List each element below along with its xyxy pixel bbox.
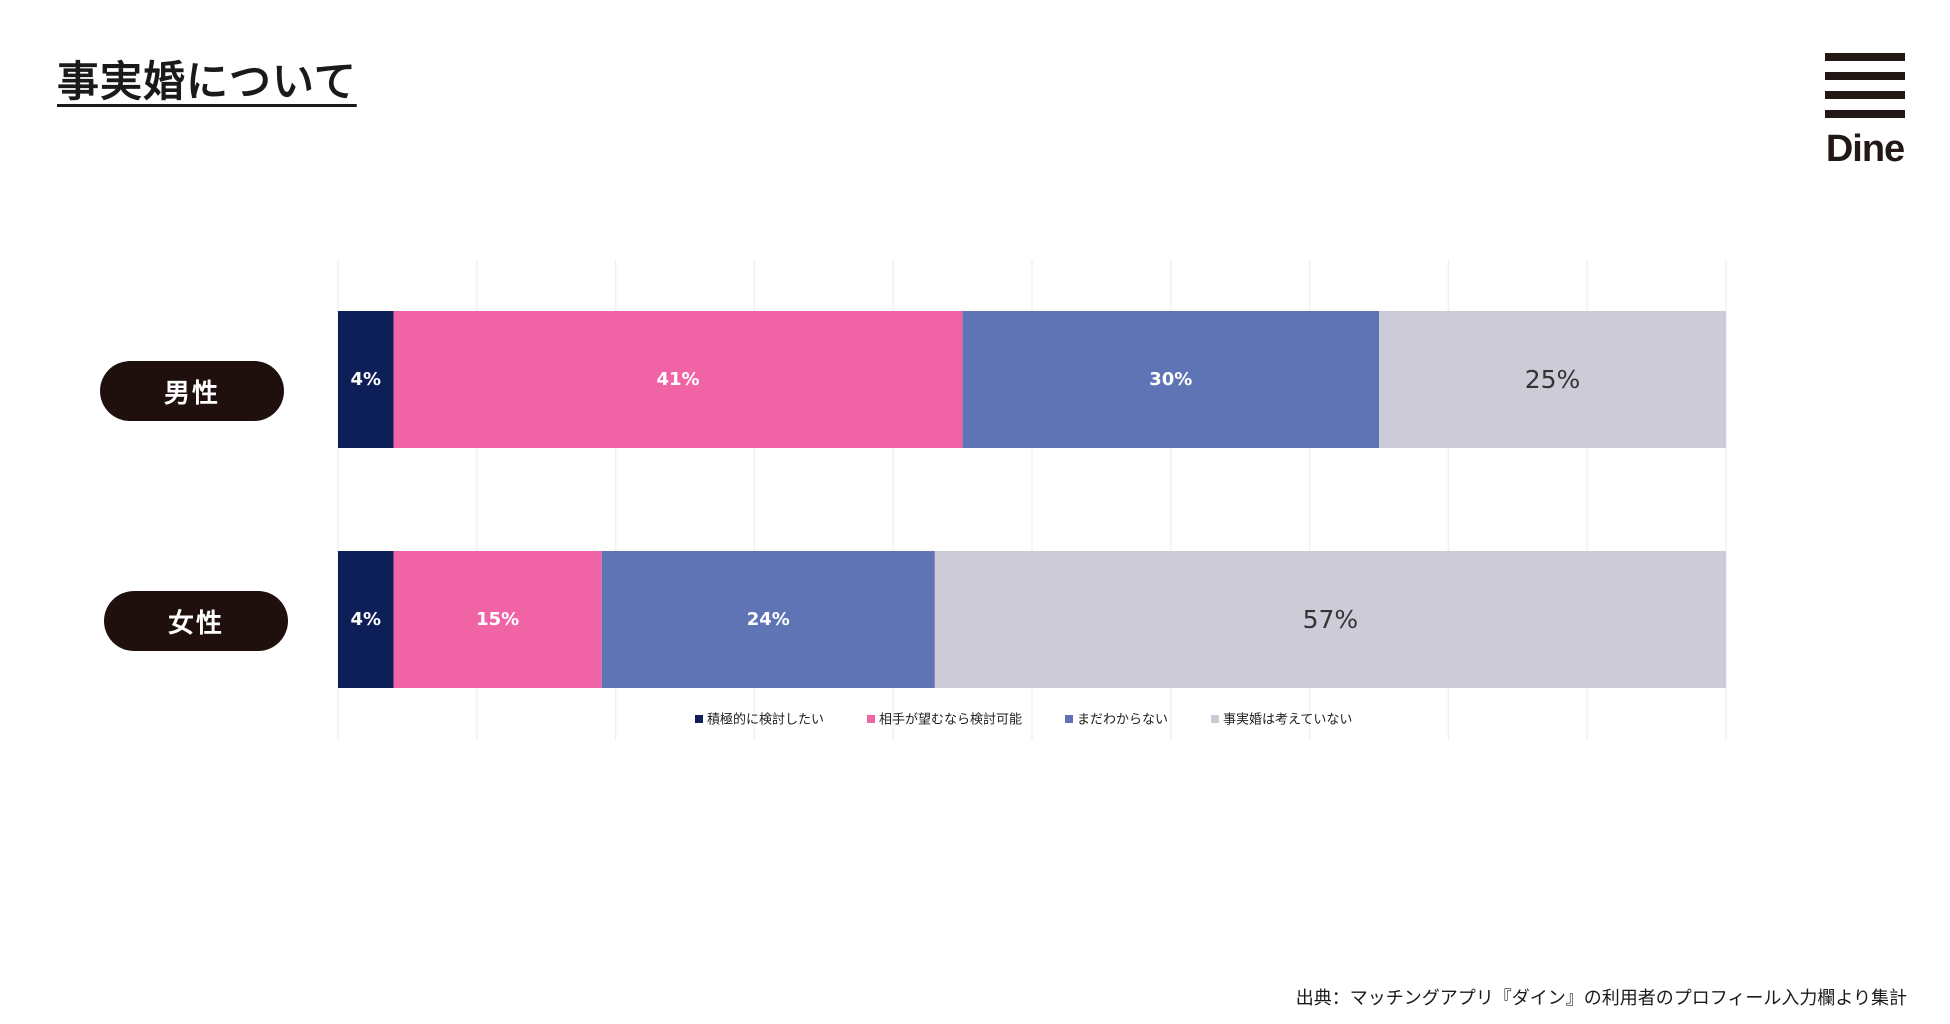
bar-segment bbox=[601, 551, 935, 688]
legend-label: 事実婚は考えていない bbox=[1223, 712, 1352, 728]
data-label: 4% bbox=[350, 609, 381, 630]
bar-segment bbox=[393, 551, 602, 688]
legend-label: まだわからない bbox=[1077, 713, 1168, 728]
data-label: 57% bbox=[1303, 605, 1359, 634]
legend-swatch bbox=[695, 715, 703, 723]
data-label: 30% bbox=[1149, 369, 1192, 390]
data-label: 4% bbox=[350, 369, 381, 390]
data-label: 24% bbox=[747, 609, 790, 630]
legend-swatch bbox=[1065, 715, 1073, 723]
data-label: 41% bbox=[657, 369, 700, 390]
logo-bar bbox=[1825, 72, 1905, 80]
logo-bar bbox=[1825, 110, 1905, 118]
stacked-bar-chart: 4% 41% 30% 25% 4% 15% 24% 57% 積極的に検討したい 相手が望むなら検討… bbox=[337, 260, 1727, 740]
logo-text: Dine bbox=[1825, 128, 1905, 170]
bar-segment bbox=[1379, 311, 1726, 448]
bar-segment bbox=[962, 311, 1379, 448]
dine-logo: Dine bbox=[1820, 50, 1910, 170]
legend-label: 積極的に検討したい bbox=[707, 712, 824, 728]
data-label: 15% bbox=[476, 609, 519, 630]
logo-bar bbox=[1825, 53, 1905, 61]
legend-swatch bbox=[1211, 715, 1219, 723]
row-label-male: 男性 bbox=[100, 361, 284, 421]
source-note: 出典：マッチングアプリ『ダイン』の利用者のプロフィール入力欄より集計 bbox=[1295, 988, 1907, 1009]
logo-bar bbox=[1825, 91, 1905, 99]
row-label-female: 女性 bbox=[104, 591, 288, 651]
bar-segment bbox=[338, 551, 394, 688]
bar-segment bbox=[393, 311, 963, 448]
legend-swatch bbox=[867, 715, 875, 723]
bar-segment bbox=[338, 311, 394, 448]
bar-segment bbox=[934, 551, 1726, 688]
legend-label: 相手が望むなら検討可能 bbox=[879, 712, 1022, 728]
data-label: 25% bbox=[1525, 365, 1581, 394]
page-title: 事実婚について bbox=[57, 57, 357, 106]
